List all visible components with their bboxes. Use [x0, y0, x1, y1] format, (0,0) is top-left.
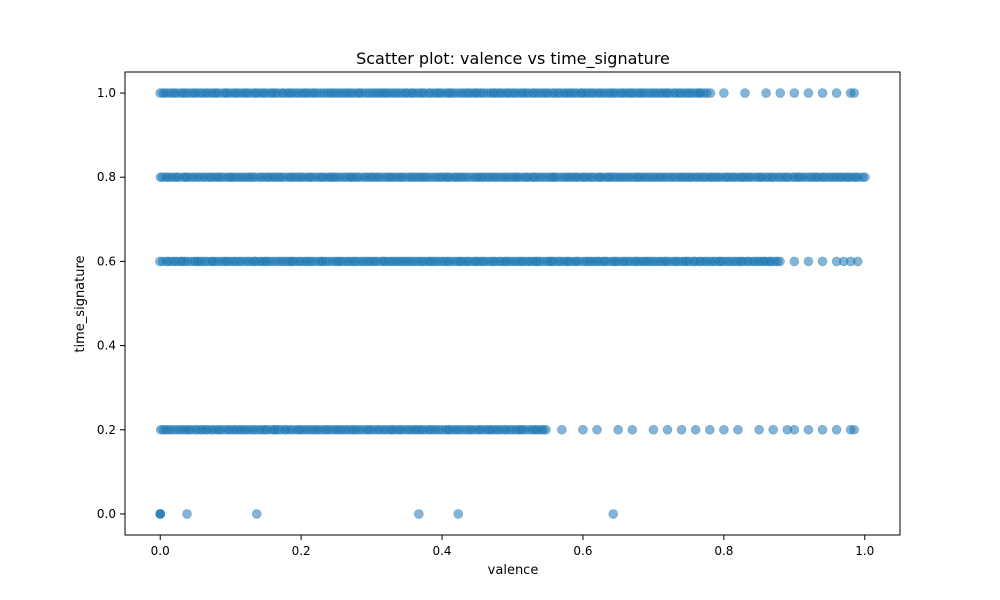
scatter-point — [768, 424, 778, 435]
x-tick-label: 0.8 — [714, 544, 733, 558]
scatter-point — [662, 424, 673, 435]
y-axis: 0.0 0.2 0.4 0.6 0.8 1.0 — [97, 86, 125, 521]
y-tick-label: 0.0 — [97, 507, 116, 521]
scatter-point — [705, 88, 716, 98]
scatter-point — [733, 424, 743, 435]
x-tick-label: 0.6 — [573, 544, 592, 558]
x-tick-label: 0.2 — [292, 544, 311, 558]
scatter-point — [541, 424, 551, 435]
scatter-point — [704, 424, 715, 435]
scatter-point — [251, 509, 262, 519]
scatter-point — [690, 424, 701, 435]
x-tick-label: 1.0 — [855, 544, 874, 558]
y-tick-label: 0.6 — [97, 254, 116, 268]
chart-title: Scatter plot: valence vs time_signature — [356, 49, 670, 69]
scatter-point — [182, 509, 192, 519]
scatter-point — [860, 172, 870, 183]
plot-frame — [124, 71, 901, 536]
scatter-point — [831, 88, 842, 98]
scatter-point — [803, 88, 814, 98]
scatter-point — [849, 88, 860, 98]
x-tick-label: 0.4 — [432, 544, 451, 558]
scatter-point — [849, 424, 860, 435]
y-axis-label: time_signature — [73, 255, 88, 352]
scatter-point — [740, 88, 750, 98]
y-tick-label: 0.2 — [97, 423, 116, 437]
scatter-point — [831, 424, 842, 435]
scatter-point — [578, 424, 588, 435]
scatter-point — [627, 424, 638, 435]
scatter-point — [719, 424, 729, 435]
scatter-point — [413, 509, 424, 519]
scatter-point — [852, 256, 863, 267]
x-axis-label: valence — [488, 563, 539, 578]
scatter-point — [613, 424, 623, 435]
scatter-point — [754, 424, 764, 435]
scatter-point — [775, 256, 785, 267]
scatter-point — [557, 424, 567, 435]
scatter-point — [719, 88, 729, 98]
scatter-point — [761, 88, 771, 98]
scatter-point — [648, 424, 659, 435]
scatter-point — [817, 256, 828, 267]
scatter-point — [676, 424, 687, 435]
scatter-point — [789, 256, 800, 267]
y-tick-label: 0.4 — [97, 339, 116, 353]
scatter-point — [817, 88, 828, 98]
scatter-point — [803, 424, 814, 435]
scatter-point — [775, 88, 786, 98]
y-tick-label: 0.8 — [97, 170, 116, 184]
points-layer — [155, 88, 870, 519]
y-tick-label: 1.0 — [97, 86, 116, 100]
scatter-point — [817, 424, 828, 435]
scatter-point — [789, 88, 800, 98]
scatter-point — [453, 509, 464, 519]
scatter-point — [592, 424, 602, 435]
x-tick-label: 0.0 — [151, 544, 170, 558]
scatter-point — [803, 256, 814, 267]
scatter-point — [608, 509, 619, 519]
scatter-point — [789, 424, 800, 435]
x-axis: 0.0 0.2 0.4 0.6 0.8 1.0 — [151, 535, 874, 558]
scatter-point — [155, 509, 166, 519]
